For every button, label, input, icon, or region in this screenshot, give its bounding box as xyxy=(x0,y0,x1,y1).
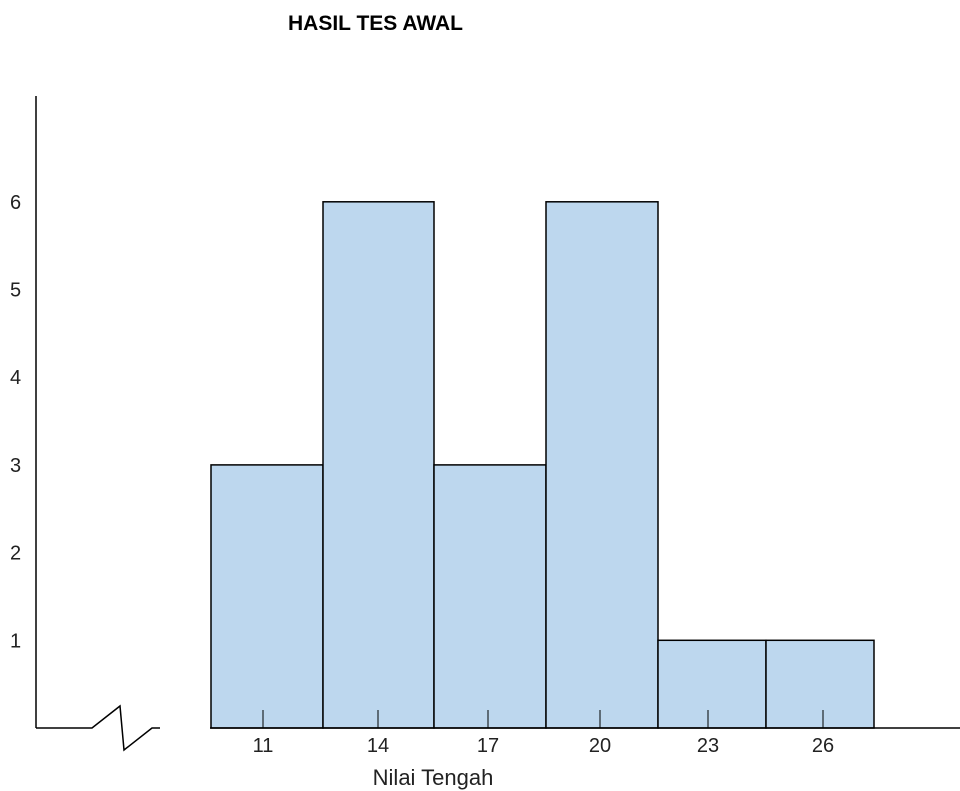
bar-11 xyxy=(210,464,324,729)
bar-14 xyxy=(322,201,435,729)
bars-group xyxy=(210,201,875,729)
x-tick-label-20: 20 xyxy=(589,735,611,757)
y-tick-labels: 1 2 3 4 5 6 xyxy=(10,192,21,652)
x-tick-label-26: 26 xyxy=(812,735,834,757)
y-tick-label-3: 3 xyxy=(10,455,21,477)
bar-17 xyxy=(433,464,547,729)
x-tick-label-23: 23 xyxy=(697,735,719,757)
y-tick-label-1: 1 xyxy=(10,630,21,652)
x-axis-left-segment xyxy=(36,704,160,752)
x-tick-label-14: 14 xyxy=(367,735,389,757)
y-tick-label-4: 4 xyxy=(10,367,21,389)
x-tick-label-17: 17 xyxy=(477,735,499,757)
bar-26 xyxy=(765,639,875,729)
chart-title: HASIL TES AWAL xyxy=(288,12,463,35)
y-tick-label-2: 2 xyxy=(10,543,21,565)
bar-23 xyxy=(657,639,767,729)
y-tick-label-6: 6 xyxy=(10,192,21,214)
bar-20 xyxy=(545,201,659,729)
x-tick-labels: 11 14 17 20 23 26 xyxy=(253,710,834,757)
x-tick-label-11: 11 xyxy=(253,735,274,757)
y-tick-label-5: 5 xyxy=(10,280,21,302)
x-axis-label: Nilai Tengah xyxy=(373,765,494,790)
